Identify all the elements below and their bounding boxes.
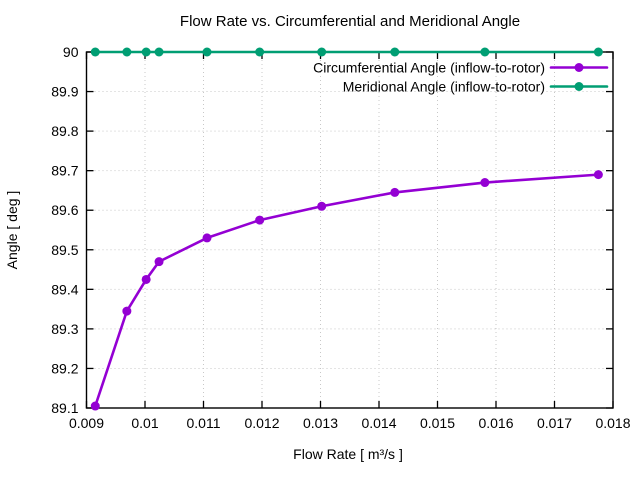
data-point-marker	[122, 47, 132, 57]
legend: Circumferential Angle (inflow-to-rotor) M…	[313, 60, 609, 95]
x-tick-label: 0.013	[303, 415, 338, 431]
series-line	[93, 173, 600, 408]
data-point-marker	[390, 47, 400, 57]
y-tick-label: 89.1	[51, 400, 78, 416]
y-tick-label: 89.7	[51, 163, 78, 179]
legend-entry: Meridional Angle (inflow-to-rotor)	[343, 79, 609, 95]
data-point-marker	[141, 274, 151, 284]
y-tick-label: 89.3	[51, 321, 78, 337]
legend-label: Meridional Angle (inflow-to-rotor)	[343, 79, 545, 95]
data-point-marker	[593, 47, 603, 57]
y-axis-label: Angle [ deg ]	[4, 191, 20, 270]
legend-marker	[574, 63, 584, 72]
data-point-marker	[202, 233, 212, 243]
data-point-marker	[90, 401, 100, 411]
data-point-marker	[122, 306, 132, 316]
grid-lines	[86, 51, 614, 409]
x-tick-label: 0.015	[420, 415, 455, 431]
data-point-marker	[593, 170, 603, 180]
data-point-marker	[255, 215, 265, 225]
legend-entry: Circumferential Angle (inflow-to-rotor)	[313, 60, 609, 76]
x-tick-label: 0.014	[361, 415, 396, 431]
data-point-marker	[90, 47, 100, 57]
data-point-marker	[255, 47, 265, 57]
y-tick-label: 89.4	[51, 281, 78, 297]
y-tick-label: 89.5	[51, 242, 78, 258]
data-point-marker	[202, 47, 212, 57]
data-point-marker	[154, 257, 164, 267]
x-tick-label: 0.011	[187, 415, 221, 431]
axes: 0.009 0.01 0.011 0.012 0.013 0.014 0.015 0.016 0…	[51, 44, 630, 431]
x-tick-label: 0.016	[478, 415, 513, 431]
y-tick-label: 89.9	[51, 84, 78, 100]
chart-title: Flow Rate vs. Circumferential and Meridi…	[180, 13, 520, 30]
data-point-marker	[154, 47, 164, 57]
y-tick-label: 89.6	[51, 202, 78, 218]
data-point-marker	[141, 47, 151, 57]
legend-label: Circumferential Angle (inflow-to-rotor)	[313, 60, 545, 76]
y-tick-label: 90	[63, 44, 79, 60]
data-point-marker	[390, 187, 400, 197]
legend-marker	[574, 82, 584, 91]
x-tick-label: 0.01	[131, 415, 158, 431]
data-point-marker	[480, 47, 490, 57]
x-tick-label: 0.009	[69, 415, 104, 431]
data-point-marker	[317, 47, 327, 57]
x-tick-label: 0.018	[595, 415, 630, 431]
x-tick-label: 0.017	[537, 415, 572, 431]
x-axis-label: Flow Rate [ m³/s ]	[293, 446, 403, 462]
plot-border	[85, 51, 614, 409]
data-point-marker	[317, 201, 327, 211]
y-tick-label: 89.8	[51, 123, 78, 139]
data-point-marker	[480, 178, 490, 188]
x-tick-label: 0.012	[244, 415, 279, 431]
data-series	[90, 47, 603, 411]
y-tick-label: 89.2	[51, 360, 78, 376]
